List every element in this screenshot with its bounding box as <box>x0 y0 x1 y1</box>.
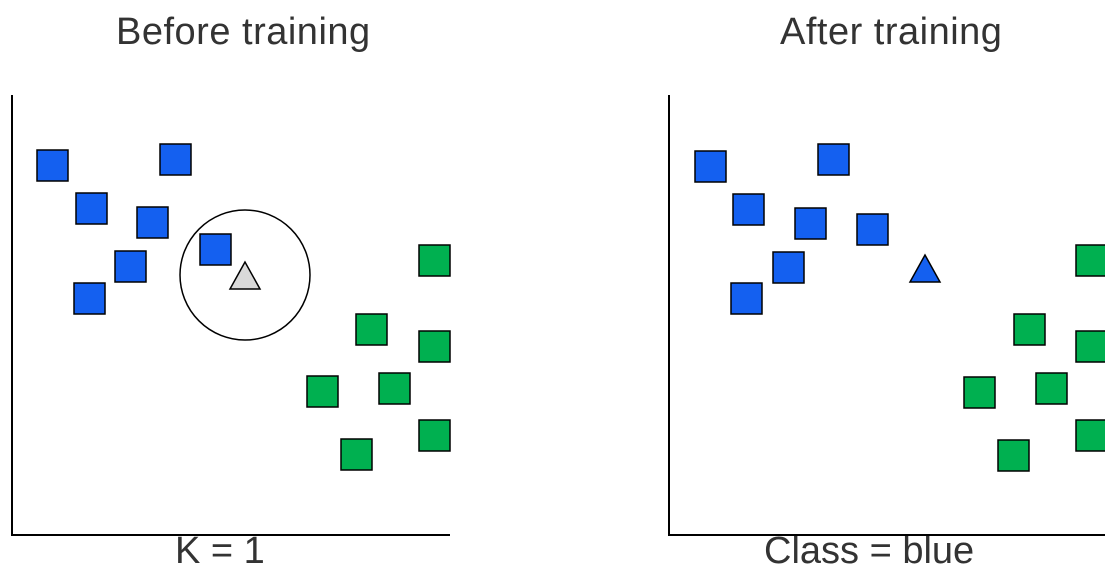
blue-square <box>732 193 765 226</box>
blue-square <box>114 250 147 283</box>
query-triangle-unclassified <box>228 260 262 290</box>
blue-points-after <box>694 143 889 315</box>
blue-square <box>159 143 192 176</box>
green-points-before <box>306 244 451 471</box>
green-square <box>418 244 451 277</box>
blue-square <box>730 282 763 315</box>
panel-title-before: Before training <box>116 11 371 53</box>
axes-after <box>668 95 1105 536</box>
axes-before <box>11 95 450 536</box>
green-square <box>997 439 1030 472</box>
blue-square-nearest <box>199 233 232 266</box>
panel-caption-after: Class = blue <box>764 530 975 572</box>
blue-square <box>73 282 106 315</box>
blue-square <box>817 143 850 176</box>
green-points-after <box>963 244 1105 472</box>
blue-points-before <box>36 143 232 315</box>
blue-square <box>856 213 889 246</box>
blue-square <box>36 149 69 182</box>
blue-square <box>75 192 108 225</box>
green-square <box>1013 313 1046 346</box>
green-square <box>1035 372 1068 405</box>
green-square <box>378 372 411 405</box>
green-square <box>963 376 996 409</box>
green-square <box>1075 419 1105 452</box>
query-triangle-classified-blue <box>908 253 942 283</box>
green-square <box>355 313 388 346</box>
blue-square <box>794 207 827 240</box>
blue-square <box>772 251 805 284</box>
blue-square <box>694 150 727 183</box>
neighbor-circle <box>179 209 311 341</box>
green-square <box>1075 330 1105 363</box>
panel-caption-before: K = 1 <box>175 530 265 572</box>
green-square <box>418 330 451 363</box>
green-square <box>306 375 339 408</box>
green-square <box>340 438 373 471</box>
blue-square <box>136 206 169 239</box>
panel-title-after: After training <box>780 11 1003 53</box>
green-square <box>1075 244 1105 277</box>
green-square <box>418 419 451 452</box>
